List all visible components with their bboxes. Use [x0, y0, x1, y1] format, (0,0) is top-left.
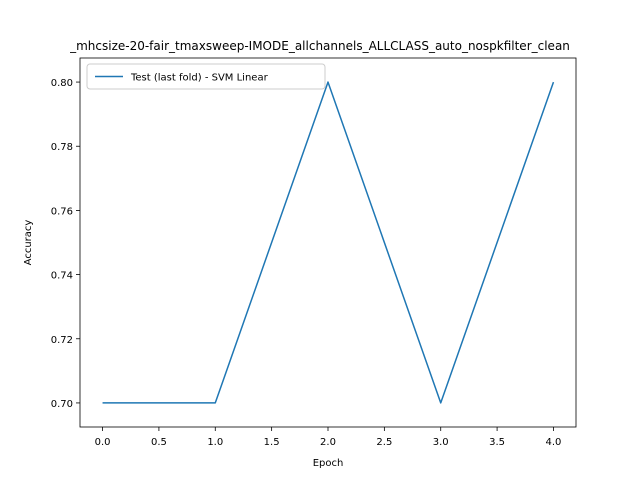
x-tick-label: 3.0 [433, 437, 449, 448]
y-axis-label: Accuracy [23, 220, 34, 266]
y-tick-label: 0.74 [51, 271, 73, 282]
x-tick-label: 2.0 [320, 437, 336, 448]
x-tick-label: 1.5 [264, 437, 280, 448]
chart-title: _mhcsize-20-fair_tmaxsweep-IMODE_allchan… [69, 39, 570, 53]
y-axis: 0.70 0.72 0.74 0.76 0.78 0.80 [51, 78, 80, 410]
plot-area [102, 81, 555, 404]
y-tick-label: 0.72 [51, 335, 73, 346]
y-tick-label: 0.80 [51, 78, 73, 89]
legend: Test (last fold) - SVM Linear [86, 63, 326, 90]
y-tick-label: 0.76 [51, 206, 73, 217]
series-line [102, 81, 555, 404]
legend-box [86, 63, 326, 90]
x-tick-label: 0.5 [151, 437, 167, 448]
y-tick-label: 0.70 [51, 399, 73, 410]
x-tick-label: 3.5 [489, 437, 505, 448]
x-tick-label: 2.5 [376, 437, 392, 448]
axes-frame [79, 57, 577, 428]
x-axis: 0.0 0.5 1.0 1.5 2.0 2.5 3.0 3.5 4.0 [95, 427, 562, 448]
legend-label: Test (last fold) - SVM Linear [130, 73, 269, 84]
x-tick-label: 0.0 [95, 437, 111, 448]
y-tick-label: 0.78 [51, 142, 73, 153]
x-tick-label: 1.0 [207, 437, 223, 448]
x-axis-label: Epoch [313, 458, 344, 469]
x-tick-label: 4.0 [546, 437, 562, 448]
